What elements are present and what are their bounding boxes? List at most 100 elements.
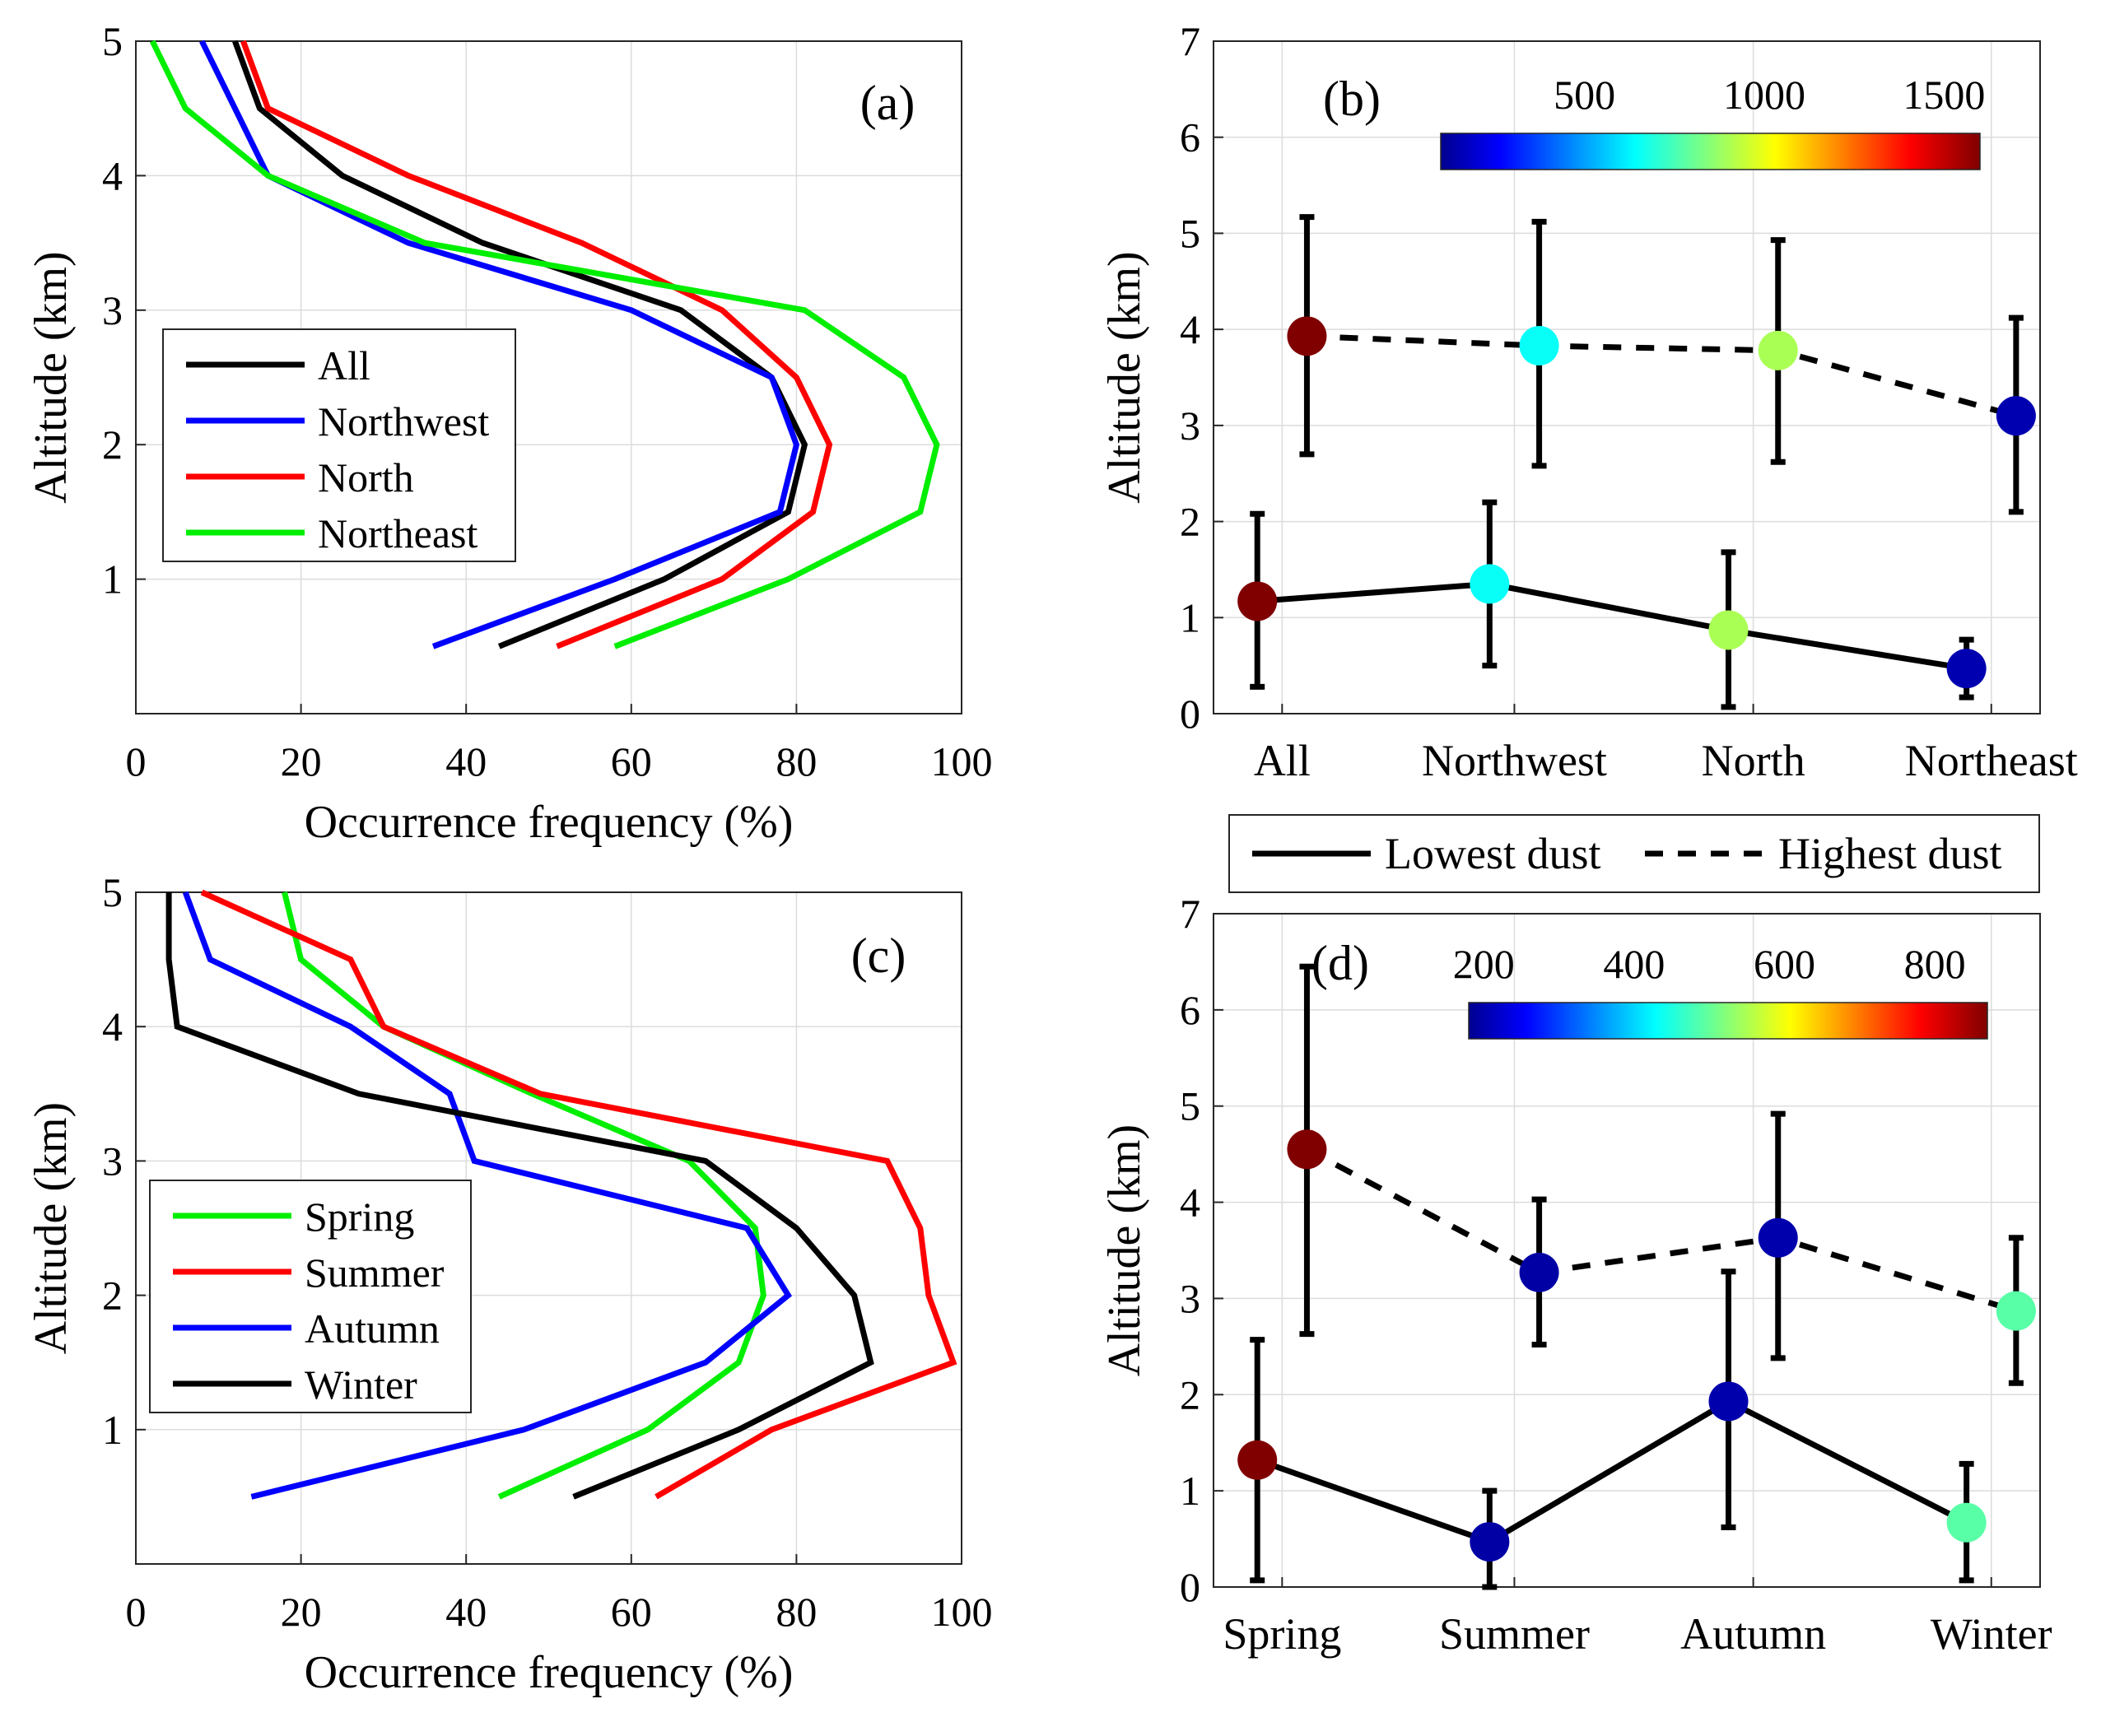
marker-lowest-summer [1470,1522,1510,1562]
y-tick-label: 2 [102,1273,123,1319]
panel-label: (b) [1323,72,1381,126]
series-line-summer [200,889,957,1500]
colorbar-tick-label: 500 [1554,72,1615,118]
series-line-lowest [1256,1398,1968,1545]
panel-label: (a) [860,76,915,130]
y-tick-label: 7 [1180,891,1200,937]
y-tick-label: 4 [102,1003,123,1050]
legend-label-northwest: Northwest [318,398,489,444]
x-tick-label-autumn: Autumn [1680,1609,1826,1659]
y-tick-label: 5 [1180,210,1200,256]
colorbar-tick-label: 600 [1754,941,1815,987]
legend-label-winter: Winter [305,1361,417,1408]
marker-highest-autumn [1758,1217,1798,1258]
x-tick-label-spring: Spring [1223,1609,1341,1659]
x-tick-label: 100 [931,1589,993,1635]
colorbar-tick-label: 800 [1904,941,1966,987]
legend-label-autumn: Autumn [305,1305,440,1352]
panel-b: 0 1 2 3 4 5 6 7 All Northwest North Northeast Altitu… [1099,18,2078,785]
x-tick-label: 40 [445,1589,487,1635]
legend-label-summer: Summer [305,1250,445,1296]
legend-label-north: North [318,454,414,500]
colorbar-tick-label: 200 [1453,941,1515,987]
colorbar-tick-label: 400 [1603,941,1665,987]
y-tick-label: 1 [1180,594,1200,640]
series-line-highest [1307,333,2017,419]
marker-lowest-all [1237,581,1278,621]
y-tick-label: 3 [102,1138,123,1184]
x-tick-label: 40 [445,738,487,784]
panel-d: 0 1 2 3 4 5 6 7 Spring Summer Autumn Winter Altitude… [1099,891,2052,1659]
marker-lowest-autumn [1708,1381,1749,1422]
y-tick-label: 7 [1180,18,1200,64]
x-tick-label: 80 [776,1589,817,1635]
y-axis-label: Altitude (km) [26,251,77,503]
colorbar-tick-label: 1000 [1723,72,1805,118]
y-axis-label: Altitude (km) [26,1102,77,1354]
marker-highest-northeast [1996,396,2036,436]
x-tick-label: 0 [126,738,147,784]
marker-lowest-winter [1946,1502,1987,1543]
legend-box [162,328,516,562]
y-tick-label: 0 [1180,691,1200,737]
y-tick-label: 4 [1180,306,1200,352]
y-tick-label: 3 [102,287,123,333]
x-tick-label-all: All [1254,736,1311,785]
plot-frame [135,40,962,714]
colorbar [1468,1002,1988,1040]
x-axis-label: Occurrence frequency (%) [305,797,794,848]
panel-label: (c) [851,929,906,983]
marker-lowest-spring [1237,1440,1278,1480]
x-tick-label-northeast: Northeast [1905,736,2078,785]
panel-c: 0 20 40 60 80 100 1 2 3 4 5 Occurrence frequency (%… [26,869,993,1698]
plot-frame [135,891,962,1565]
panel-label: (d) [1311,936,1369,990]
y-tick-label: 3 [1180,1275,1200,1321]
y-tick-label: 3 [1180,403,1200,449]
y-tick-label: 4 [102,152,123,198]
colorbar [1440,133,1981,170]
y-tick-label: 6 [1180,114,1200,161]
series-line-spring [282,891,766,1500]
marker-highest-winter [1996,1291,2036,1331]
x-axis-label: Occurrence frequency (%) [305,1647,794,1698]
y-tick-label: 4 [1180,1180,1200,1226]
marker-highest-all [1287,316,1327,356]
x-tick-label-winter: Winter [1931,1609,2052,1659]
x-tick-label-summer: Summer [1439,1609,1590,1659]
series-line-northeast [149,40,940,649]
y-axis-label: Altitude (km) [1099,251,1150,503]
plot-frame [1213,913,2041,1588]
x-tick-label: 0 [126,1589,147,1635]
series-line-highest [1305,1147,2017,1314]
marker-lowest-northwest [1470,564,1510,604]
y-tick-label: 5 [1180,1083,1200,1129]
x-tick-label-north: North [1702,736,1805,785]
y-tick-label: 5 [102,18,123,64]
series-line-north [240,40,833,649]
y-tick-label: 1 [1180,1468,1200,1514]
legend-label-all: All [318,342,370,389]
y-tick-label: 2 [1180,1371,1200,1417]
legend-label-northeast: Northeast [318,510,478,556]
legend-label-highest: Highest dust [1778,829,2002,878]
series-line-northwest [199,40,800,649]
x-tick-label: 60 [611,1589,652,1635]
legend-label-spring: Spring [305,1194,414,1240]
marker-highest-northwest [1519,325,1559,365]
y-tick-label: 6 [1180,987,1200,1033]
marker-highest-north [1758,330,1798,370]
x-tick-label: 80 [776,738,817,784]
marker-highest-spring [1287,1129,1327,1170]
series-line-autumn [182,891,792,1500]
x-tick-label: 100 [931,738,993,784]
y-tick-label: 0 [1180,1564,1200,1610]
x-tick-label: 20 [281,738,322,784]
y-tick-label: 1 [102,1407,123,1453]
series-line-lowest [1256,580,1968,672]
series-line-winter [165,892,874,1500]
x-tick-label: 60 [611,738,652,784]
x-tick-label-northwest: Northwest [1422,736,1607,785]
x-tick-label: 20 [281,1589,322,1635]
